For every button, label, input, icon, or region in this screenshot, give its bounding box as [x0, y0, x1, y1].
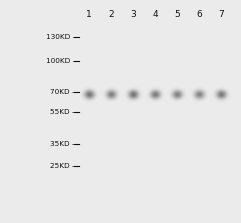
Text: 25KD -: 25KD - — [51, 163, 75, 169]
Text: 6: 6 — [196, 10, 202, 19]
Text: 1: 1 — [86, 10, 92, 19]
Text: 2: 2 — [108, 10, 114, 19]
Text: 130KD -: 130KD - — [46, 34, 75, 40]
Text: 35KD -: 35KD - — [51, 141, 75, 147]
Text: 55KD -: 55KD - — [51, 109, 75, 115]
Text: 100KD -: 100KD - — [46, 58, 75, 64]
Text: 7: 7 — [218, 10, 224, 19]
Text: 3: 3 — [130, 10, 136, 19]
Text: 4: 4 — [152, 10, 158, 19]
Text: 70KD -: 70KD - — [51, 89, 75, 95]
Text: 5: 5 — [174, 10, 180, 19]
